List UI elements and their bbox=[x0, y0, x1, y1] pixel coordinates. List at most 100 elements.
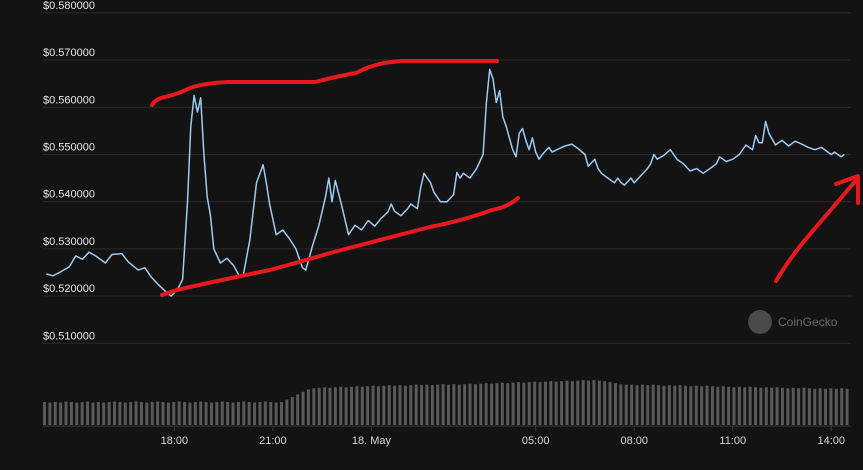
volume-bar bbox=[727, 386, 731, 425]
volume-bar bbox=[188, 402, 192, 425]
volume-bar bbox=[59, 402, 63, 425]
volume-bar bbox=[759, 387, 763, 425]
volume-bar bbox=[689, 386, 693, 425]
annotation-arrow-icon bbox=[774, 176, 860, 283]
volume-bar bbox=[409, 385, 413, 425]
y-tick-label: $0.540000 bbox=[43, 189, 95, 201]
volume-bar bbox=[613, 383, 617, 425]
volume-bar bbox=[150, 402, 154, 425]
coingecko-watermark: CoinGecko bbox=[748, 310, 838, 334]
volume-bar bbox=[511, 382, 515, 425]
y-tick-label: $0.530000 bbox=[43, 236, 95, 248]
volume-bar bbox=[813, 388, 817, 425]
volume-bar bbox=[506, 383, 510, 425]
volume-bar bbox=[678, 385, 682, 425]
volume-bar bbox=[780, 387, 784, 425]
volume-bar bbox=[716, 386, 720, 425]
volume-bar bbox=[366, 386, 370, 425]
volume-bar bbox=[775, 387, 779, 425]
volume-bar bbox=[102, 402, 106, 425]
hand-drawn-annotations bbox=[150, 59, 860, 297]
volume-bar bbox=[457, 384, 461, 425]
volume-bar bbox=[209, 402, 213, 425]
annotation-lower-line bbox=[160, 196, 520, 297]
volume-bar bbox=[754, 387, 757, 425]
x-tick-label: 18:00 bbox=[161, 435, 189, 447]
y-tick-label: $0.580000 bbox=[43, 0, 95, 12]
coingecko-logo-icon bbox=[748, 310, 772, 334]
x-axis-labels: 18:00 21:00 18. May 05:00 08:00 11:00 14:00 bbox=[161, 426, 845, 447]
volume-bar bbox=[587, 380, 591, 425]
volume-bar bbox=[500, 382, 504, 425]
volume-bar bbox=[441, 384, 445, 425]
volume-bar bbox=[204, 402, 208, 425]
volume-bar bbox=[603, 381, 607, 425]
y-axis-labels: $0.510000 $0.520000 $0.530000 $0.540000 $0.5… bbox=[43, 0, 95, 342]
volume-bar bbox=[274, 402, 278, 425]
volume-bar bbox=[430, 385, 434, 425]
volume-bar bbox=[802, 387, 806, 425]
volume-bar bbox=[215, 402, 219, 425]
volume-bar bbox=[393, 385, 397, 425]
annotation-arrow-head bbox=[834, 174, 860, 205]
volume-bar bbox=[436, 384, 440, 425]
grid-lines bbox=[43, 12, 851, 344]
volume-bar bbox=[818, 388, 822, 425]
x-tick-label: 11:00 bbox=[719, 435, 746, 447]
volume-bar bbox=[80, 402, 84, 425]
y-tick-label: $0.510000 bbox=[43, 330, 95, 342]
volume-bar bbox=[484, 383, 488, 425]
y-tick-label: $0.550000 bbox=[43, 141, 95, 153]
volume-bar bbox=[48, 402, 52, 425]
volume-bar bbox=[517, 382, 520, 425]
volume-bar bbox=[301, 391, 305, 425]
volume-bar bbox=[635, 385, 639, 425]
volume-bar bbox=[96, 402, 100, 425]
volume-bar bbox=[452, 384, 456, 425]
volume-bar bbox=[824, 388, 828, 425]
volume-bar bbox=[280, 402, 283, 425]
volume-bar bbox=[473, 384, 477, 425]
volume-bar bbox=[113, 401, 116, 425]
volume-bar bbox=[538, 382, 542, 425]
volume-bar bbox=[570, 381, 574, 425]
volume-bar bbox=[592, 380, 596, 425]
volume-bar bbox=[619, 384, 623, 425]
volume-bar bbox=[468, 383, 472, 425]
volume-bar bbox=[312, 388, 316, 425]
volume-bar bbox=[403, 385, 407, 425]
volume-bar bbox=[710, 386, 714, 425]
volume-bar bbox=[258, 402, 262, 425]
volume-bar bbox=[737, 386, 741, 425]
volume-bar bbox=[845, 388, 849, 425]
volume-bar bbox=[161, 402, 165, 425]
volume-bar bbox=[834, 388, 838, 425]
volume-bar bbox=[350, 386, 353, 425]
volume-bar bbox=[495, 383, 499, 425]
volume-bar bbox=[323, 387, 327, 425]
volume-bar bbox=[398, 385, 402, 425]
volume-bar bbox=[791, 387, 795, 425]
price-line bbox=[46, 68, 845, 297]
volume-bar bbox=[549, 381, 553, 425]
x-tick-label: 08:00 bbox=[620, 435, 648, 447]
volume-bar bbox=[700, 386, 704, 425]
volume-bar bbox=[269, 402, 273, 425]
volume-bar bbox=[134, 401, 138, 425]
volume-bar bbox=[306, 389, 310, 425]
volume-bar bbox=[662, 385, 666, 425]
volume-bar bbox=[797, 388, 801, 425]
volume-bar bbox=[333, 387, 337, 425]
volume-bar bbox=[75, 402, 79, 425]
volume-bar bbox=[624, 384, 628, 425]
volume-bar bbox=[199, 401, 203, 425]
volume-bar bbox=[285, 399, 289, 425]
price-series bbox=[46, 68, 845, 297]
volume-bar bbox=[490, 383, 494, 425]
volume-bar bbox=[317, 387, 321, 425]
volume-bar bbox=[387, 385, 391, 425]
volume-bar bbox=[640, 384, 644, 425]
volume-bar bbox=[91, 402, 95, 425]
volume-bar bbox=[253, 402, 257, 425]
volume-bar bbox=[565, 380, 569, 425]
